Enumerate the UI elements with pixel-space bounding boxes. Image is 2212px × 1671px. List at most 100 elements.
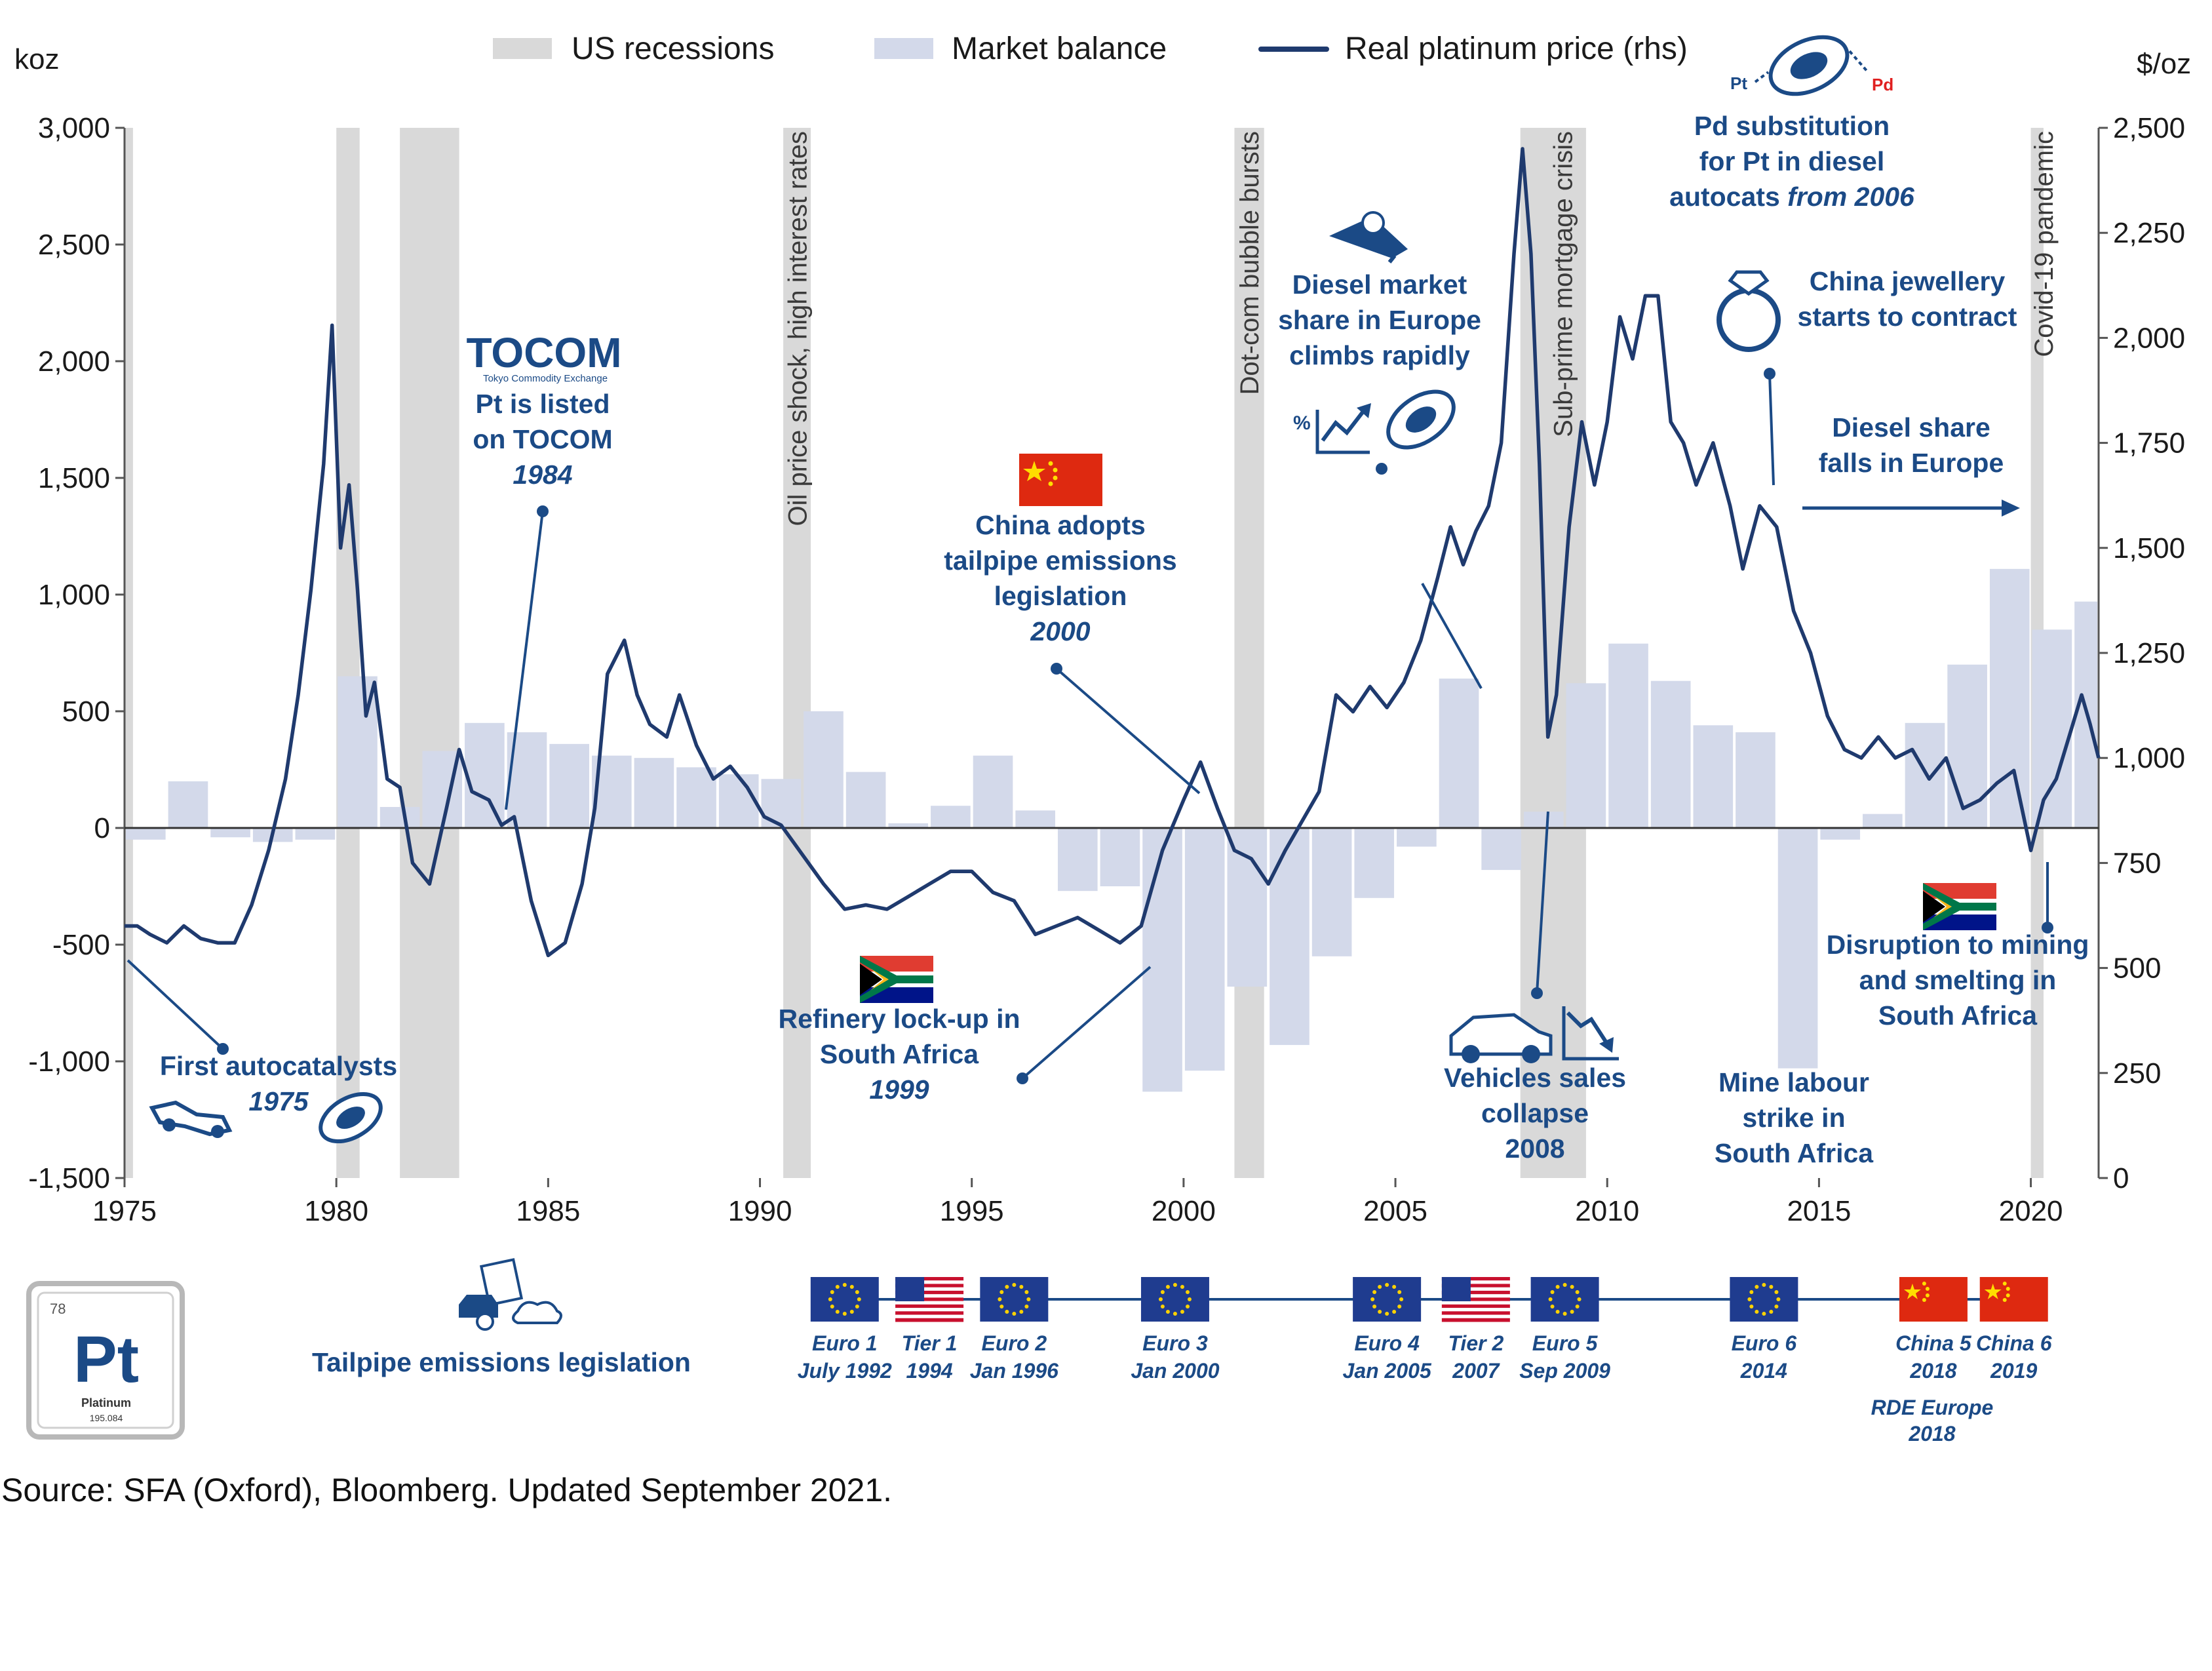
flag-star (1005, 1284, 1009, 1289)
ring-icon (1717, 270, 1781, 352)
flag-star (2002, 1298, 2007, 1302)
annotation-text: collapse (1481, 1098, 1589, 1128)
flag-star (1165, 1310, 1170, 1314)
flag-stripe (895, 1314, 964, 1319)
flag-star (1173, 1312, 1177, 1316)
recession-band (125, 128, 133, 1178)
annotation-text: South Africa (1715, 1138, 1874, 1168)
flag-star (1570, 1284, 1574, 1289)
flag-star (998, 1297, 1002, 1301)
flag-star (1769, 1284, 1774, 1289)
x-tick-label: 2015 (1787, 1195, 1851, 1227)
legend-swatch-balance (874, 38, 933, 59)
flag-star (1749, 1290, 1754, 1294)
annotation-dot (537, 505, 549, 517)
flag-stripe (1441, 1301, 1510, 1305)
market-balance-bar (1693, 725, 1734, 828)
tocom-logo-text: TOCOM (466, 329, 621, 376)
annotation-text: Diesel market (1292, 269, 1467, 300)
left-tick-label: 0 (94, 812, 110, 844)
flag-star (857, 1297, 861, 1301)
flag-star (830, 1290, 834, 1294)
right-tick-label: 1,750 (2113, 427, 2185, 460)
recession-band (336, 128, 360, 1178)
flag-star (1385, 1312, 1389, 1316)
right-tick-label: 2,250 (2113, 217, 2185, 249)
falling-chart-icon (1562, 1006, 1619, 1061)
flag-star (1397, 1305, 1402, 1308)
south-africa-flag (860, 956, 933, 1003)
flag-star (1769, 1310, 1774, 1314)
recession-label: Covid-19 pandemic (2030, 131, 2059, 357)
market-balance-bar (761, 779, 802, 828)
flag-stripe (1441, 1290, 1510, 1295)
flag-star (1755, 1310, 1759, 1314)
annotation-text: legislation (994, 581, 1127, 611)
flag-star (1378, 1310, 1382, 1314)
us-flag (895, 1277, 964, 1322)
market-balance-bar (1523, 812, 1564, 828)
flag-star (1774, 1305, 1779, 1308)
flag-star (1378, 1284, 1382, 1289)
annotation-year: 2000 (1030, 616, 1090, 646)
flag-band (1923, 883, 1996, 930)
market-balance-bar (888, 823, 929, 828)
market-balance-bar (465, 722, 505, 828)
right-tick-label: 250 (2113, 1057, 2161, 1090)
annotation-text: Mine labour (1718, 1067, 1869, 1097)
flag-star (1160, 1305, 1165, 1308)
recession-labels: Oil price shock, high interest rates Dot-… (783, 131, 2059, 526)
timeline-event-date: Jan 1996 (970, 1359, 1058, 1383)
annotation-text: strike in (1742, 1103, 1845, 1133)
percent-sign: % (1293, 412, 1311, 434)
flag-star (1747, 1297, 1752, 1301)
flag-star (1392, 1284, 1397, 1289)
annotation-text: China adopts (975, 510, 1146, 540)
legend-swatch-recession (493, 38, 552, 59)
flag-star (1922, 1282, 1926, 1286)
annotation-dot (1376, 463, 1387, 475)
timeline-event-date: Jan 2000 (1131, 1359, 1219, 1383)
flag-star (1550, 1305, 1555, 1308)
flag-star (830, 1305, 834, 1308)
annotation-dot (2042, 922, 2053, 934)
flag-stripe (895, 1290, 964, 1295)
timeline-event-date: 2014 (1740, 1359, 1787, 1383)
annotation-text: Pd substitution (1694, 111, 1890, 141)
left-axis-unit: koz (14, 43, 59, 75)
flag-field (1899, 1277, 1968, 1322)
annotation-leaders (126, 368, 2053, 1084)
right-tick-label: 1,000 (2113, 742, 2185, 774)
flag-stripe (1441, 1297, 1510, 1302)
flag-star (1160, 1290, 1165, 1294)
flag-star (1372, 1305, 1377, 1308)
flag-star (2006, 1287, 2010, 1291)
catalyst-icon (1386, 389, 1456, 450)
flag-stripe (895, 1308, 964, 1312)
market-balance-bar (804, 711, 844, 828)
annotation-leader (1421, 583, 1483, 689)
annotation-text: tailpipe emissions (944, 545, 1176, 576)
element-mass: 195.084 (90, 1413, 123, 1423)
recession-label: Oil price shock, high interest rates (783, 131, 812, 526)
axes: 3,000 2,500 2,000 1,500 1,000 500 0 -500 -1,000 -… (28, 112, 2185, 1227)
flag-star (1762, 1312, 1766, 1316)
car-icon (1449, 1013, 1553, 1063)
china-flag (1979, 1277, 2048, 1322)
annotation-text: for Pt in diesel (1699, 146, 1885, 176)
rde-europe-date: 2018 (1908, 1422, 1955, 1445)
annotation-year: 1999 (869, 1074, 929, 1105)
flag-star (1762, 1283, 1766, 1287)
flag-stripe (1441, 1308, 1510, 1312)
flag-star (1026, 1297, 1031, 1301)
left-tick-label: 500 (62, 696, 110, 728)
eu-flag (1140, 1277, 1209, 1322)
flag-star (855, 1290, 859, 1294)
annotation-text: Disruption to mining (1827, 930, 2089, 960)
flag-star (1372, 1290, 1377, 1294)
flag-star (1925, 1293, 1930, 1297)
market-balance-bar (168, 781, 208, 828)
timeline-title: Tailpipe emissions legislation (312, 1347, 691, 1377)
annotation-dot (1051, 663, 1062, 675)
tocom-logo: TOCOM Tokyo Commodity Exchange (466, 329, 621, 384)
